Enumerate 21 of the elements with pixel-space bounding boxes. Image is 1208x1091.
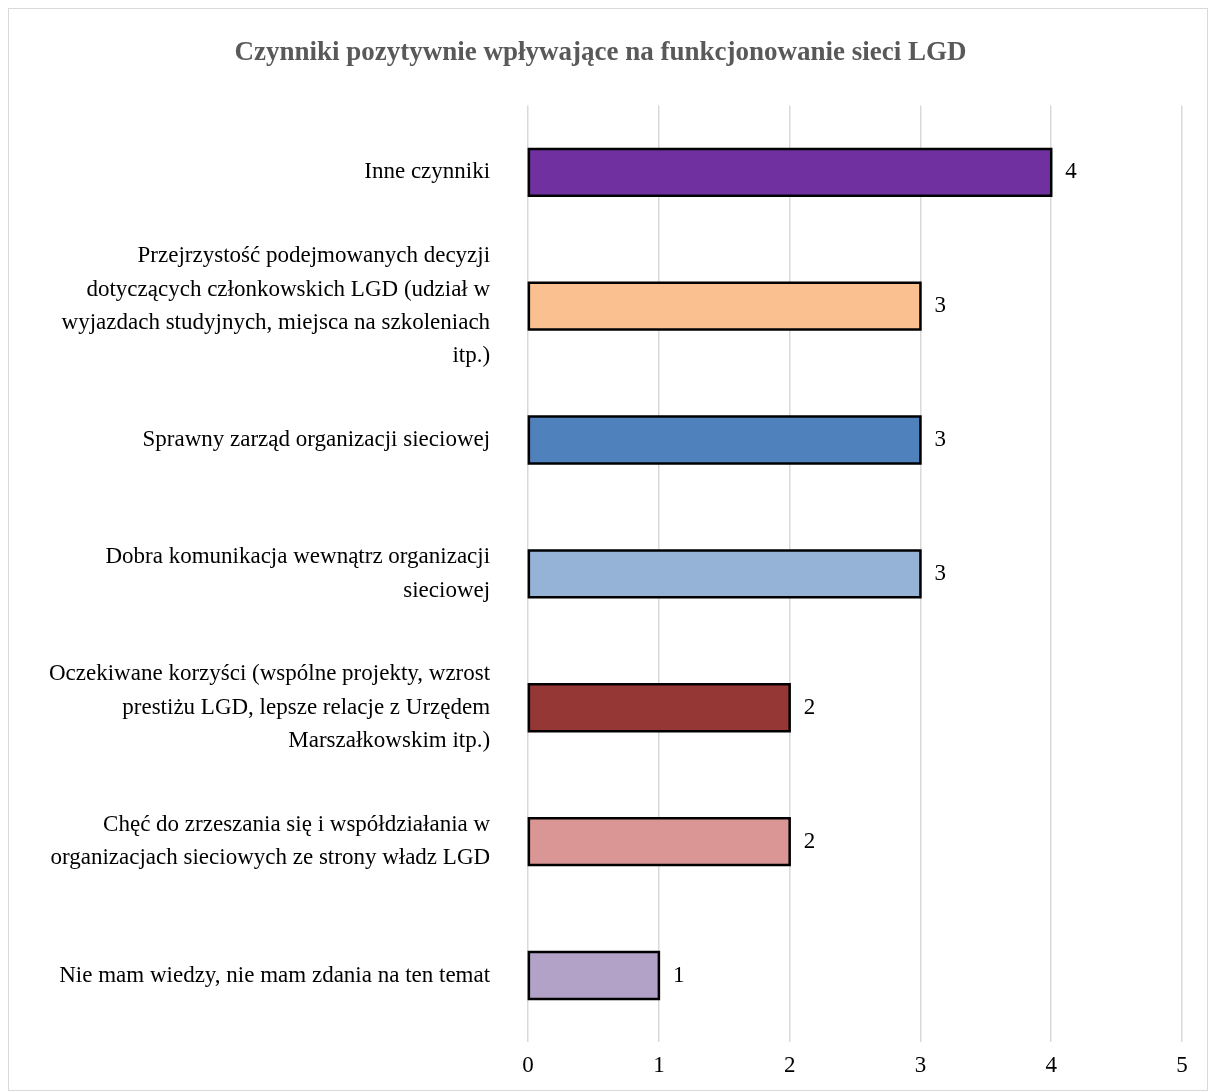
x-tick-label: 4 <box>1045 1052 1058 1078</box>
x-tick-label: 0 <box>522 1052 534 1078</box>
x-tick-label: 2 <box>783 1052 796 1078</box>
data-label: 1 <box>672 961 685 987</box>
data-label: 4 <box>1065 158 1078 184</box>
y-tick-label: Oczekiwane korzyści (wspólne projekty, wzrost prestiżu LGD, lepsze relacje z Urzędem Marszałkowskim itp.) <box>48 660 491 753</box>
x-tick-label: 1 <box>653 1052 665 1078</box>
data-label: 3 <box>934 559 946 585</box>
y-tick-label: Nie mam wiedzy, nie mam zdania na ten temat <box>59 961 491 987</box>
data-label: 2 <box>803 693 816 719</box>
data-label: 3 <box>934 426 946 452</box>
y-tick-label: Inne czynniki <box>364 158 491 184</box>
chart-title: Czynniki pozytywnie wpływające na funkcjonowanie sieci LGD <box>234 36 967 67</box>
y-tick-label: Dobra komunikacja wewnątrz organizacji sieciowej <box>105 543 491 602</box>
data-label: 3 <box>934 292 946 318</box>
y-tick-label: Przejrzystość podejmowanych decyzji dotyczących członkowskich LGD (udział w wyjazdach studyjnych, miejsca na szkoleniach itp.) <box>61 242 491 368</box>
y-tick-label: Sprawny zarząd organizacji sieciowej <box>142 426 491 452</box>
x-tick-label: 5 <box>1176 1052 1188 1078</box>
x-tick-label: 3 <box>914 1052 927 1078</box>
y-tick-label: Chęć do zrzeszania się i współdziałania w organizacjach sieciowych ze strony władz LGD <box>50 810 491 870</box>
data-label: 2 <box>803 827 816 853</box>
